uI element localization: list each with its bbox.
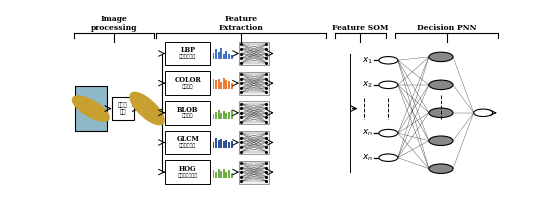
Bar	[218, 140, 220, 148]
Ellipse shape	[72, 96, 109, 121]
Text: Feature SOM: Feature SOM	[332, 24, 389, 32]
Bar	[215, 112, 217, 119]
Circle shape	[429, 80, 453, 90]
Circle shape	[429, 136, 453, 145]
Bar	[220, 82, 222, 89]
Bar	[228, 142, 230, 148]
Text: 色彩信号: 色彩信号	[182, 84, 193, 89]
FancyBboxPatch shape	[165, 71, 210, 95]
Text: COLOR: COLOR	[175, 76, 201, 84]
Circle shape	[379, 81, 398, 89]
Text: $x_n$: $x_n$	[361, 152, 373, 163]
Bar	[228, 112, 230, 119]
Bar	[223, 111, 225, 119]
Circle shape	[379, 57, 398, 64]
Ellipse shape	[130, 92, 164, 125]
Text: 形态分析: 形态分析	[182, 113, 193, 118]
Text: $x_1$: $x_1$	[361, 55, 373, 66]
Text: LBP: LBP	[180, 46, 195, 55]
Bar	[223, 54, 225, 59]
Bar	[226, 51, 227, 59]
Text: Feature
Extraction: Feature Extraction	[219, 15, 263, 32]
Bar	[218, 169, 220, 178]
Text: $x_{n-1}$: $x_{n-1}$	[361, 128, 384, 138]
Bar	[228, 170, 230, 178]
Bar	[228, 81, 230, 89]
Circle shape	[429, 108, 453, 117]
Bar	[239, 161, 269, 183]
Text: HOG: HOG	[179, 165, 197, 173]
Circle shape	[379, 154, 398, 161]
Bar	[239, 101, 269, 124]
Circle shape	[429, 52, 453, 62]
Bar	[220, 171, 222, 178]
Bar	[226, 139, 227, 148]
Bar	[218, 110, 220, 119]
Circle shape	[379, 129, 398, 137]
Bar	[212, 170, 215, 178]
Bar	[231, 110, 232, 119]
Bar	[239, 42, 269, 65]
Text: Image
processing: Image processing	[91, 15, 137, 32]
Bar	[226, 80, 227, 89]
Bar	[226, 172, 227, 178]
Bar	[218, 79, 220, 89]
Text: 预处理
处理: 预处理 处理	[118, 103, 128, 115]
Bar	[231, 173, 232, 178]
Text: 灰度共生矩阵: 灰度共生矩阵	[179, 143, 196, 148]
Bar	[223, 78, 225, 89]
Text: BLOB: BLOB	[177, 106, 198, 114]
Text: Decision PNN: Decision PNN	[417, 24, 476, 32]
FancyBboxPatch shape	[112, 97, 134, 120]
Bar	[231, 82, 232, 89]
Bar	[220, 113, 222, 119]
Bar	[212, 53, 215, 59]
Bar	[223, 169, 225, 178]
Bar	[212, 142, 215, 148]
Bar	[212, 114, 215, 119]
Bar	[239, 131, 269, 154]
FancyBboxPatch shape	[165, 160, 210, 184]
Bar	[226, 113, 227, 119]
Bar	[220, 48, 222, 59]
Text: $x_2$: $x_2$	[361, 80, 373, 90]
Bar	[220, 139, 222, 148]
Text: 局部二值模式: 局部二值模式	[179, 54, 196, 59]
Bar	[239, 72, 269, 95]
Bar	[215, 138, 217, 148]
FancyBboxPatch shape	[165, 101, 210, 125]
Bar	[215, 50, 217, 59]
Circle shape	[429, 164, 453, 173]
Text: GLCM: GLCM	[176, 135, 199, 143]
Bar	[75, 86, 107, 131]
Bar	[218, 52, 220, 59]
Bar	[212, 79, 215, 89]
Bar	[228, 53, 230, 59]
Bar	[215, 80, 217, 89]
FancyBboxPatch shape	[165, 131, 210, 154]
Bar	[231, 55, 232, 59]
Bar	[215, 172, 217, 178]
Bar	[223, 141, 225, 148]
Circle shape	[474, 109, 493, 117]
Text: 方向梯度直方图: 方向梯度直方图	[178, 173, 198, 178]
Bar	[231, 141, 232, 148]
FancyBboxPatch shape	[165, 42, 210, 65]
